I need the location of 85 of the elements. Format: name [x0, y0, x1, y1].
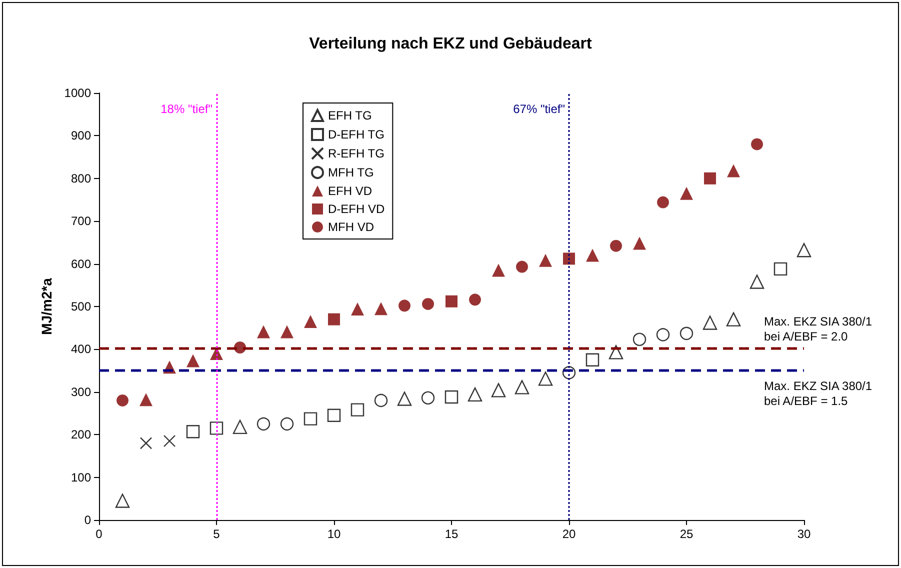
- point: [538, 372, 553, 386]
- point: [398, 300, 410, 312]
- point: [750, 274, 764, 289]
- point: [397, 392, 412, 406]
- ref-line-label: 18% "tief": [160, 102, 212, 116]
- point: [304, 314, 317, 328]
- x-tick-label: 15: [444, 527, 458, 541]
- point: [304, 412, 318, 426]
- point: [680, 186, 693, 200]
- point: [421, 391, 435, 404]
- point: [444, 390, 458, 404]
- legend-label: MFH TG: [328, 166, 374, 180]
- point: [186, 354, 200, 368]
- y-tick-label: 700: [70, 214, 92, 228]
- point: [446, 295, 458, 308]
- point: [610, 240, 622, 252]
- point: [115, 494, 130, 508]
- point: [116, 394, 128, 406]
- annotation: Max. EKZ SIA 380/1 bei A/EBF = 2.0: [764, 314, 872, 344]
- point: [492, 264, 505, 277]
- point: [328, 313, 340, 326]
- y-tick-label: 1000: [64, 86, 92, 100]
- point: [563, 252, 575, 265]
- legend-label: D-EFH VD: [328, 202, 385, 216]
- point: [704, 172, 716, 184]
- point: [351, 302, 364, 316]
- x-tick-label: 25: [680, 527, 694, 541]
- point: [257, 325, 270, 338]
- chart-title: Verteilung nach EKZ und Gebäudeart: [309, 36, 593, 52]
- point: [327, 408, 341, 422]
- x-tick-label: 10: [327, 527, 341, 541]
- y-tick-label: 500: [70, 300, 92, 314]
- y-tick-label: 200: [70, 428, 92, 442]
- point: [256, 417, 270, 431]
- legend-label: R-EFH TG: [328, 146, 384, 160]
- point: [210, 422, 224, 435]
- x-tick-label: 30: [797, 527, 811, 541]
- y-tick-label: 800: [70, 171, 92, 186]
- point: [586, 353, 600, 366]
- point: [422, 298, 434, 310]
- ref-line-label: 67% "tief": [513, 102, 565, 116]
- point: [656, 328, 670, 342]
- point: [232, 420, 248, 434]
- legend-label: D-EFH TG: [328, 128, 384, 142]
- point: [374, 302, 388, 316]
- point: [657, 196, 669, 208]
- point: [727, 164, 740, 178]
- point: [751, 138, 763, 150]
- point: [680, 326, 694, 340]
- point: [516, 260, 528, 273]
- x-tick-label: 5: [213, 527, 220, 541]
- legend-label: EFH VD: [328, 184, 372, 198]
- point: [469, 294, 481, 306]
- point: [796, 243, 812, 258]
- point: [702, 316, 718, 330]
- point: [350, 403, 364, 416]
- point: [539, 254, 552, 267]
- point: [140, 437, 152, 450]
- annotation: Max. EKZ SIA 380/1 bei A/EBF = 1.5: [764, 379, 872, 408]
- y-axis-title: MJ/m2*a: [38, 278, 54, 335]
- point: [163, 434, 176, 448]
- point: [633, 236, 646, 250]
- point: [514, 380, 530, 394]
- point: [586, 248, 599, 262]
- point: [774, 262, 788, 276]
- x-tick-label: 20: [562, 527, 576, 541]
- point: [280, 417, 294, 431]
- x-tick-label: 0: [96, 527, 103, 541]
- point: [491, 383, 506, 398]
- legend-label: EFH TG: [328, 108, 372, 122]
- point: [186, 425, 200, 438]
- point: [280, 325, 294, 338]
- point: [726, 312, 741, 326]
- y-tick-label: 400: [70, 342, 92, 356]
- point: [374, 394, 388, 408]
- y-tick-label: 100: [70, 470, 92, 484]
- y-tick-label: 600: [70, 256, 92, 271]
- point: [632, 332, 646, 346]
- point: [608, 345, 624, 360]
- legend-label: MFH VD: [328, 220, 374, 234]
- y-tick-label: 900: [70, 128, 92, 143]
- y-tick-label: 0: [84, 513, 92, 527]
- point: [468, 387, 482, 402]
- point: [140, 393, 152, 406]
- y-tick-label: 300: [70, 384, 92, 399]
